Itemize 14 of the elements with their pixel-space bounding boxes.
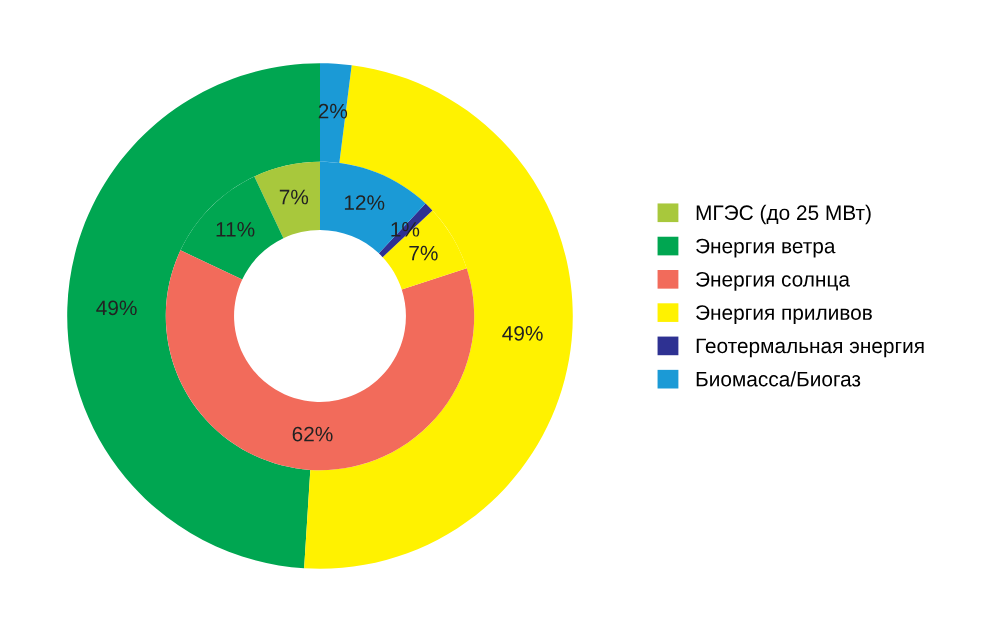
legend-label: МГЭС (до 25 МВт) bbox=[696, 204, 871, 225]
legend-label: Энергия ветра bbox=[696, 238, 836, 258]
data-label: 49% bbox=[96, 300, 137, 316]
data-label: 7% bbox=[279, 189, 309, 205]
data-label: 7% bbox=[409, 245, 438, 261]
data-label: 11% bbox=[216, 222, 255, 237]
data-label: 1% bbox=[391, 222, 420, 237]
legend-label: Энергия приливов bbox=[696, 305, 872, 325]
data-label: 62% bbox=[292, 426, 333, 442]
legend-label: Биомасса/Биогаз bbox=[696, 371, 861, 387]
data-label: 49% bbox=[502, 325, 543, 341]
data-label: 12% bbox=[344, 195, 385, 210]
legend-label: Геотермальная энергия bbox=[696, 338, 924, 358]
legend-label: Энергия солнца bbox=[696, 271, 850, 291]
